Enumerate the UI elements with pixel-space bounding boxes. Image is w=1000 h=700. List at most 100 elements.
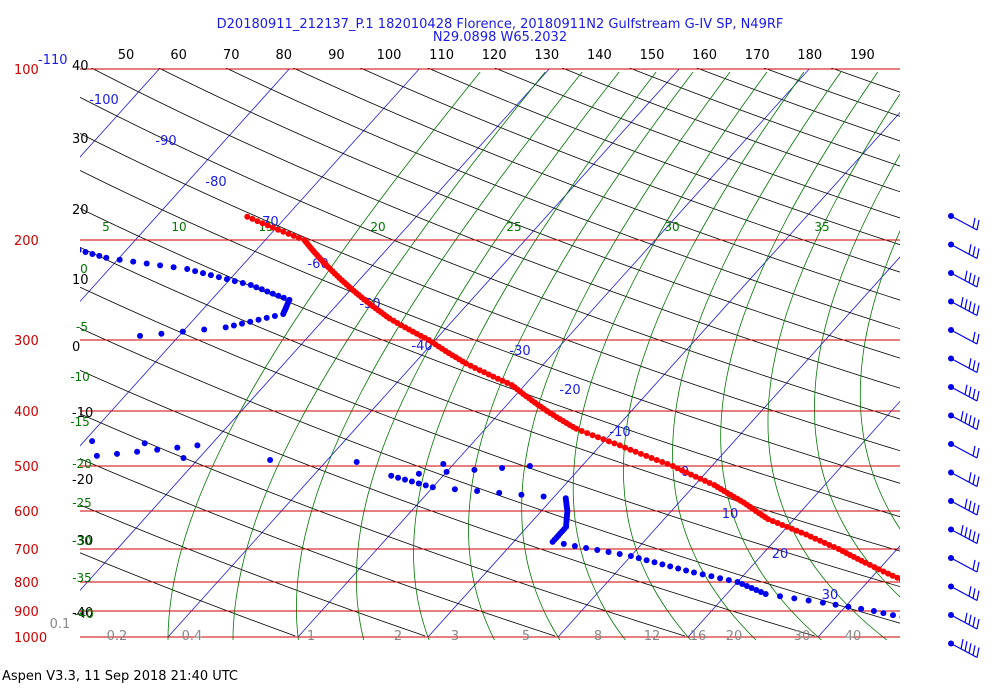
temperature-point — [595, 434, 601, 441]
mixing-ratio-label: 3 — [451, 629, 459, 644]
dewpoint-point — [443, 468, 450, 475]
top-axis-tick-label: 160 — [692, 48, 717, 63]
left-axis-tick-label: -40 — [72, 606, 93, 621]
dewpoint-point — [440, 461, 447, 467]
dewpoint-point — [549, 538, 556, 545]
isotherm-line — [80, 68, 290, 303]
dewpoint-point — [103, 254, 110, 261]
dewpoint-point — [114, 450, 120, 457]
mixing-ratio-label: 12 — [644, 629, 661, 644]
dry-adiabat-line — [494, 68, 900, 219]
temperature-point — [600, 436, 607, 443]
top-axis-tick-label: 190 — [850, 48, 875, 63]
dewpoint-point — [739, 581, 746, 587]
dewpoint-point — [518, 491, 525, 498]
dewpoint-point — [616, 551, 623, 557]
dewpoint-point — [845, 603, 852, 610]
dewpoint-point — [231, 278, 238, 285]
dewpoint-point — [184, 266, 191, 272]
temperature-point — [485, 371, 492, 378]
isotherm-label: -10 — [609, 425, 630, 440]
dewpoint-point — [748, 585, 755, 591]
moist-adiabat-line — [767, 93, 900, 640]
dewpoint-point — [651, 559, 658, 566]
dewpoint-point — [880, 610, 887, 617]
dewpoint-point — [247, 318, 254, 325]
temperature-point — [774, 520, 781, 526]
dewpoint-point — [683, 567, 690, 574]
dewpoint-point — [239, 280, 246, 286]
temperature-point — [862, 559, 869, 566]
dewpoint-point — [141, 440, 148, 447]
moist-adiabat-label: -25 — [72, 496, 92, 510]
wind-barb — [948, 241, 980, 260]
dewpoint-point — [917, 618, 923, 624]
temperature-point — [866, 561, 873, 568]
moist-adiabat-line — [413, 71, 657, 640]
dewpoint-point — [496, 489, 503, 496]
dry-adiabat-line — [80, 369, 815, 637]
dewpoint-point — [429, 484, 436, 491]
dewpoint-point — [89, 438, 96, 445]
dewpoint-point — [280, 294, 287, 301]
dewpoint-point — [946, 626, 952, 632]
moist-adiabat-label: -20 — [72, 457, 92, 471]
pressure-tick-label: 900 — [14, 605, 39, 620]
dewpoint-point — [583, 545, 590, 551]
dewpoint-point — [659, 561, 666, 568]
dewpoint-point — [253, 284, 260, 291]
dewpoint-point — [116, 256, 123, 263]
dewpoint-point — [758, 589, 764, 595]
pressure-extra-label: -110 — [38, 53, 68, 68]
temperature-point — [706, 480, 713, 486]
dewpoint-point — [223, 276, 230, 283]
mixing-ratio-label: 0.1 — [50, 617, 71, 632]
temperature-point — [960, 601, 966, 607]
top-axis-tick-label: 70 — [223, 48, 240, 63]
dry-adiabat-line — [91, 68, 900, 389]
moist-adiabat-label: 25 — [506, 220, 521, 234]
dewpoint-point — [960, 632, 966, 638]
moist-adiabat-line — [950, 72, 1000, 640]
temperature-point — [826, 542, 833, 548]
temperature-point — [674, 465, 681, 472]
temperature-point — [788, 525, 795, 532]
dry-adiabat-line — [80, 458, 556, 637]
dry-adiabat-line — [80, 504, 426, 637]
temperature-point — [960, 595, 966, 601]
left-axis-tick-label: -20 — [72, 473, 93, 488]
dewpoint-point — [605, 549, 612, 555]
moist-adiabat-line — [295, 71, 583, 640]
dewpoint-point — [89, 251, 96, 257]
dewpoint-point — [499, 465, 506, 471]
temperature-point — [871, 564, 878, 571]
dewpoint-point — [207, 272, 214, 279]
temperature-point — [573, 425, 580, 432]
dewpoint-point — [955, 630, 961, 636]
dewpoint-point — [540, 493, 547, 500]
moist-adiabat-line — [572, 71, 768, 640]
top-axis-tick-label: 100 — [377, 48, 402, 63]
temperature-point — [982, 621, 988, 627]
temperature-point — [702, 477, 708, 484]
dewpoint-point — [471, 466, 478, 473]
temperature-point — [803, 531, 810, 538]
dewpoint-point — [819, 599, 826, 606]
moist-adiabat-label: -15 — [70, 415, 90, 429]
wind-barb — [948, 583, 980, 602]
top-axis-tick-label: 150 — [640, 48, 665, 63]
moist-adiabat-lines — [167, 71, 1000, 640]
temperature-point — [653, 457, 660, 463]
moist-adiabat-label: -5 — [76, 320, 88, 334]
dry-adiabat-line — [80, 170, 900, 484]
isotherm-line — [297, 68, 810, 638]
dewpoint-point — [643, 557, 650, 564]
dewpoint-point — [762, 591, 769, 597]
dewpoint-profile — [80, 247, 966, 638]
isotherm-line — [687, 400, 900, 638]
temperature-point — [765, 516, 772, 523]
temperature-point — [926, 587, 932, 593]
dewpoint-point — [753, 587, 760, 593]
dewpoint-point — [675, 565, 682, 572]
temperature-point — [688, 471, 695, 478]
